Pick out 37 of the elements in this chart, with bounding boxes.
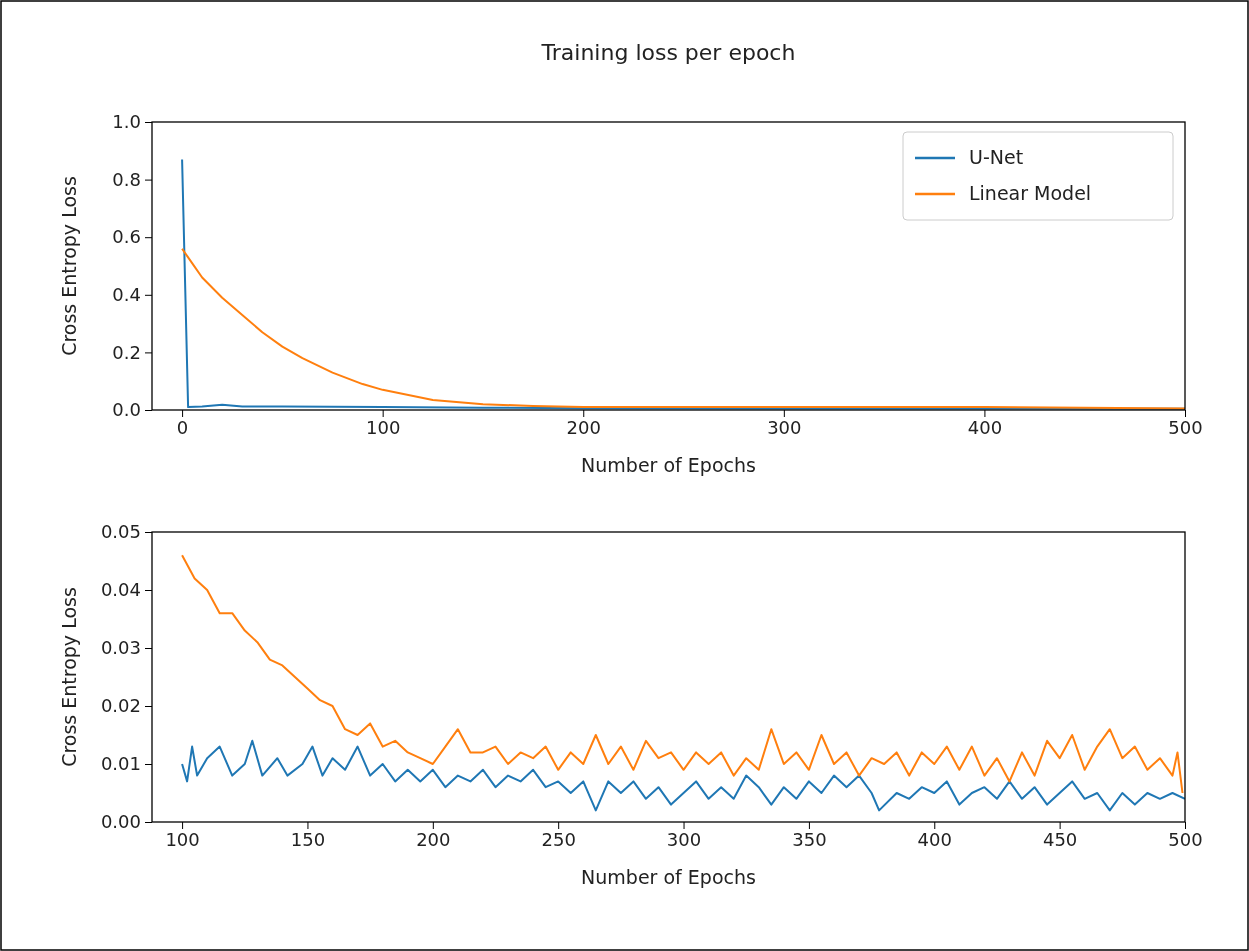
x-tick-label: 400	[967, 416, 1003, 438]
y-tick-label: 0.0	[112, 399, 141, 421]
y-tick-label: 0.2	[112, 341, 141, 363]
y-tick-label: 0.04	[100, 579, 141, 601]
y-tick-label: 0.02	[100, 695, 141, 717]
y-tick-label: 0.00	[100, 811, 141, 833]
x-tick-label: 350	[792, 828, 827, 850]
x-tick-label: 400	[917, 828, 952, 850]
line-series	[181, 247, 1185, 410]
x-tick-label: 450	[1042, 828, 1078, 850]
x-tick-label: 250	[541, 828, 576, 850]
y-tick-label: 0.01	[100, 753, 141, 775]
y-axis-title: Cross Entropy Loss	[58, 587, 80, 767]
y-tick-label: 1.0	[112, 111, 141, 133]
line-series	[181, 554, 1184, 794]
x-tick-label: 100	[165, 828, 200, 850]
x-tick-label: 500	[1168, 828, 1203, 850]
y-tick-label: 0.6	[112, 226, 141, 248]
chart-title: Training loss per epoch	[540, 40, 796, 65]
x-axis-title: Number of Epochs	[581, 454, 756, 476]
y-tick-label: 0.4	[112, 284, 141, 306]
x-axis-title: Number of Epochs	[581, 866, 756, 888]
y-tick-label: 0.05	[100, 521, 141, 543]
y-tick-label: 0.03	[100, 637, 141, 659]
line-series	[181, 739, 1185, 812]
y-axis-title: Cross Entropy Loss	[58, 176, 80, 356]
x-tick-label: 200	[416, 828, 451, 850]
x-tick-label: 300	[666, 828, 702, 850]
x-tick-label: 200	[566, 416, 601, 438]
x-tick-label: 300	[767, 416, 802, 438]
x-tick-label: 0	[176, 416, 189, 438]
y-tick-label: 0.8	[112, 168, 141, 190]
legend-label: Linear Model	[969, 182, 1092, 204]
x-tick-label: 150	[290, 828, 326, 850]
x-tick-label: 100	[365, 416, 401, 438]
legend-label: U-Net	[969, 146, 1024, 168]
x-tick-label: 500	[1168, 416, 1203, 438]
